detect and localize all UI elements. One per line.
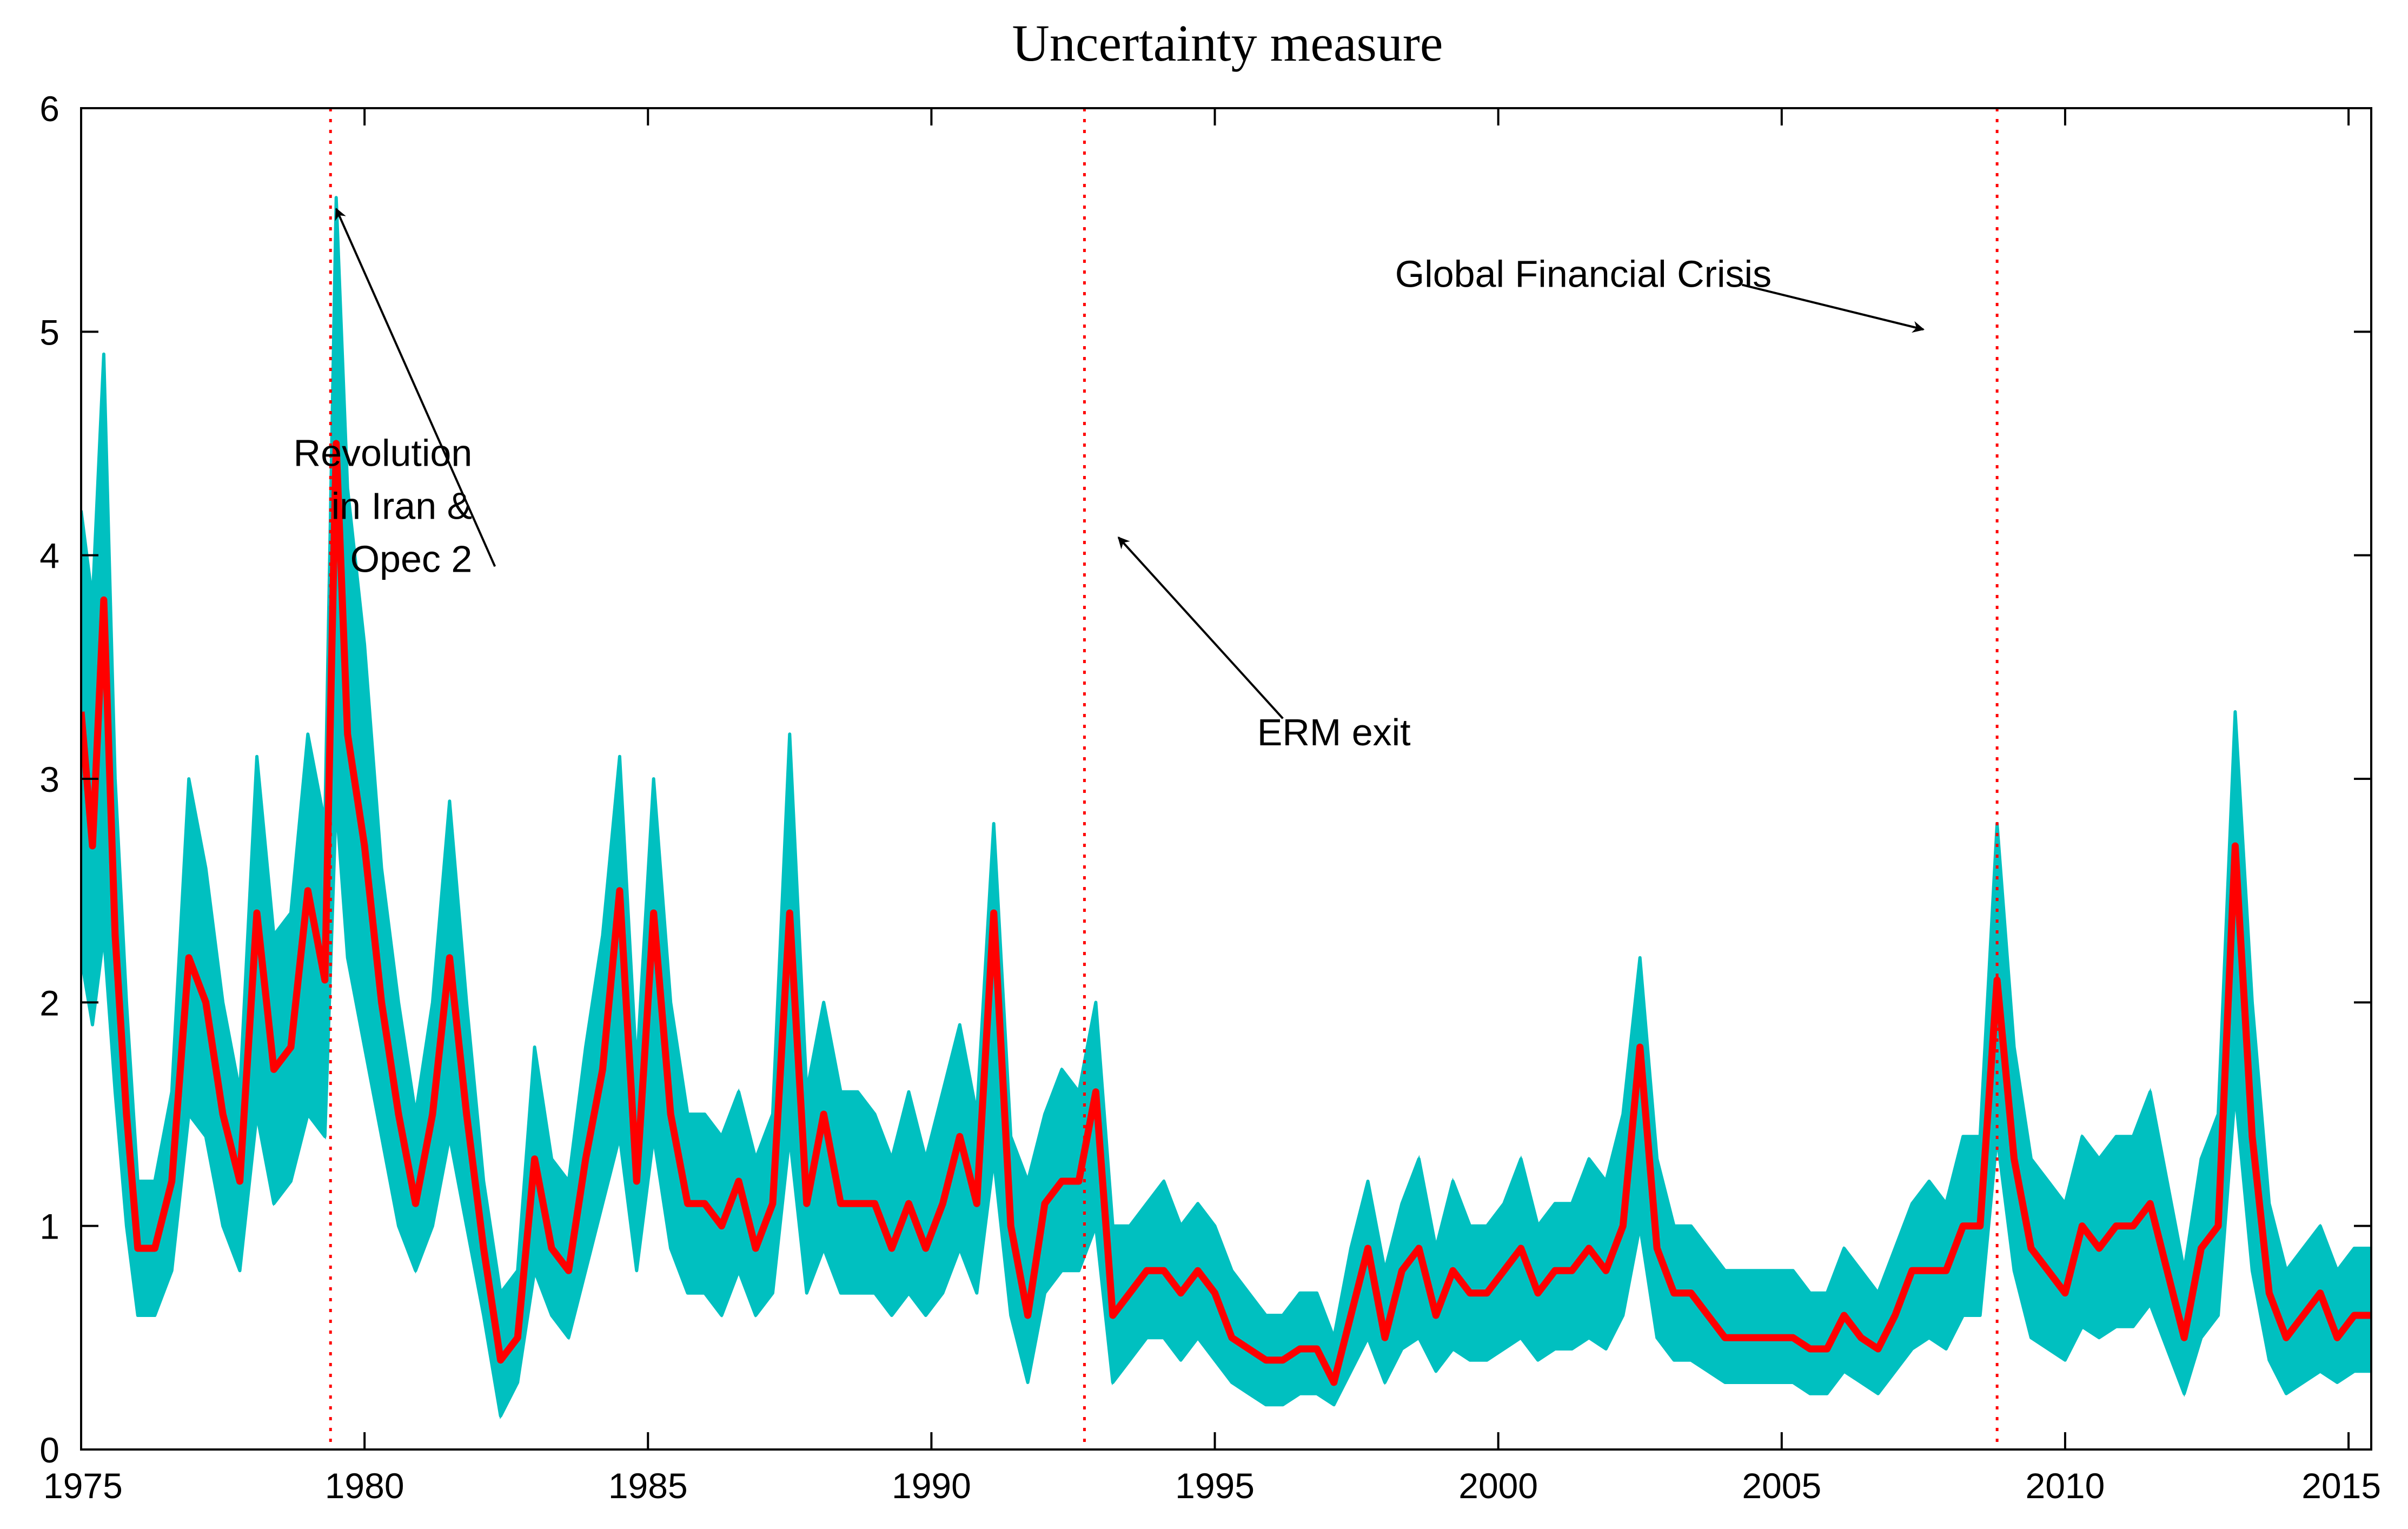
- annotation-arrow-1: [335, 207, 496, 567]
- y-tick-label-4: 4: [39, 536, 59, 576]
- x-tick-label-2015: 2015: [2301, 1466, 2381, 1506]
- band-lower-line: [81, 799, 2371, 1418]
- annotation-label-1-line-3: Opec 2: [350, 538, 473, 580]
- x-tick-label-1985: 1985: [608, 1466, 688, 1506]
- annotations: Revolution in Iran & Opec 2 ERM exit Global …: [294, 207, 1925, 753]
- y-tick-label-5: 5: [39, 312, 59, 352]
- axes: 1975 1980 1985 1990 1995 2000 2005 2010 2015 0 1 2 3…: [39, 89, 2381, 1506]
- y-tick-label-2: 2: [39, 983, 59, 1023]
- plot-area: [81, 196, 2371, 1420]
- uncertainty-series-line: [81, 440, 2371, 1386]
- y-tick-label-0: 0: [39, 1430, 59, 1470]
- annotation-label-1-line-2: in Iran &: [331, 485, 473, 527]
- annotation-label-3-line-1: Global Financial Crisis: [1395, 253, 1772, 295]
- annotation-arrow-3: [1741, 283, 1925, 333]
- x-tick-label-2010: 2010: [2026, 1466, 2105, 1506]
- y-tick-label-6: 6: [39, 89, 59, 129]
- event-lines: [329, 108, 1999, 1449]
- annotation-label-2-line-1: ERM exit: [1257, 711, 1411, 753]
- x-tick-label-2005: 2005: [1742, 1466, 1821, 1506]
- band-upper-line: [81, 196, 2371, 1340]
- x-tick-label-1980: 1980: [325, 1466, 404, 1506]
- x-tick-label-1975: 1975: [43, 1466, 123, 1506]
- x-tick-label-1995: 1995: [1175, 1466, 1255, 1506]
- annotation-arrow-2: [1117, 536, 1284, 719]
- chart-title: Uncertainty measure: [1012, 14, 1443, 72]
- y-tick-label-1: 1: [39, 1207, 59, 1247]
- annotation-label-1-line-1: Revolution: [294, 432, 473, 474]
- x-tick-label-1990: 1990: [892, 1466, 971, 1506]
- x-tick-label-2000: 2000: [1458, 1466, 1538, 1506]
- y-tick-label-3: 3: [39, 759, 59, 799]
